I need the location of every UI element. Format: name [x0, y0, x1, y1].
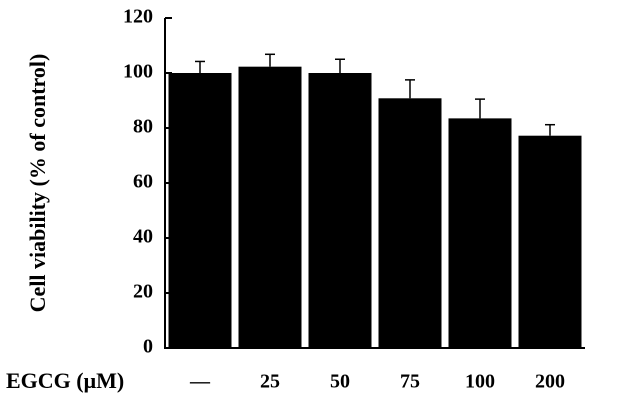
bar	[518, 135, 582, 348]
y-tick-label: 40	[133, 226, 153, 248]
y-tick-label: 60	[133, 171, 153, 193]
x-tick-label: —	[189, 371, 211, 393]
y-tick-label: 80	[133, 116, 153, 138]
y-axis-label: Cell viability (% of control)	[25, 54, 50, 313]
bar	[448, 118, 512, 348]
bar	[308, 73, 372, 348]
x-tick-label: 25	[260, 371, 280, 393]
bar	[238, 66, 302, 349]
x-tick-label: 75	[400, 371, 420, 393]
y-tick-label: 100	[123, 61, 153, 83]
bar	[168, 73, 232, 348]
bar	[378, 98, 442, 348]
x-tick-label: 100	[465, 371, 495, 393]
y-tick-label: 120	[123, 6, 153, 28]
x-axis-label: EGCG (μM)	[6, 368, 124, 393]
x-tick-label: 200	[535, 371, 565, 393]
y-tick-label: 0	[143, 336, 153, 358]
y-tick-label: 20	[133, 281, 153, 303]
x-tick-label: 50	[330, 371, 350, 393]
